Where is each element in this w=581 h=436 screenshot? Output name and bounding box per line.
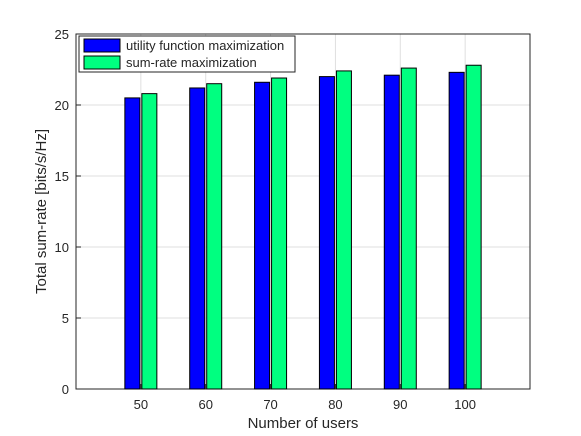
x-tick-label: 50 <box>134 397 148 412</box>
legend-swatch-utility <box>83 38 121 53</box>
y-tick-label: 15 <box>55 169 69 184</box>
y-axis-label: Total sum-rate [bits/s/Hz] <box>33 129 50 294</box>
plot-area-frame <box>75 33 531 390</box>
bar-sumrate-70 <box>271 77 288 390</box>
x-tick-label: 90 <box>393 397 407 412</box>
bar-sumrate-80 <box>335 70 352 390</box>
bar-sumrate-100 <box>465 64 482 390</box>
y-tick-label: 25 <box>55 27 69 42</box>
legend: utility function maximization sum-rate m… <box>78 35 296 73</box>
y-tick-label: 5 <box>62 311 69 326</box>
bar-sumrate-50 <box>141 93 158 390</box>
legend-label-utility: utility function maximization <box>126 38 284 53</box>
bar-utility-100 <box>448 71 465 390</box>
x-tick-label: 100 <box>454 397 476 412</box>
y-tick-label: 20 <box>55 98 69 113</box>
x-axis-ticks: 50 60 70 80 90 100 <box>134 384 476 412</box>
bar-utility-70 <box>254 81 271 390</box>
bar-utility-50 <box>124 97 141 390</box>
bar-utility-90 <box>383 74 400 390</box>
x-axis-label: Number of users <box>248 415 359 432</box>
x-tick-label: 60 <box>198 397 212 412</box>
legend-swatch-sumrate <box>83 55 121 70</box>
bar-utility-80 <box>318 76 335 390</box>
legend-label-sumrate: sum-rate maximization <box>126 55 257 70</box>
y-axis-ticks: 0 5 10 15 20 25 <box>55 27 81 397</box>
bars <box>124 64 482 390</box>
x-tick-label: 80 <box>328 397 342 412</box>
y-tick-label: 10 <box>55 240 69 255</box>
bar-utility-60 <box>189 87 206 390</box>
x-tick-label: 70 <box>263 397 277 412</box>
y-tick-label: 0 <box>62 382 69 397</box>
bar-sumrate-60 <box>206 83 223 390</box>
bar-sumrate-90 <box>400 67 417 390</box>
